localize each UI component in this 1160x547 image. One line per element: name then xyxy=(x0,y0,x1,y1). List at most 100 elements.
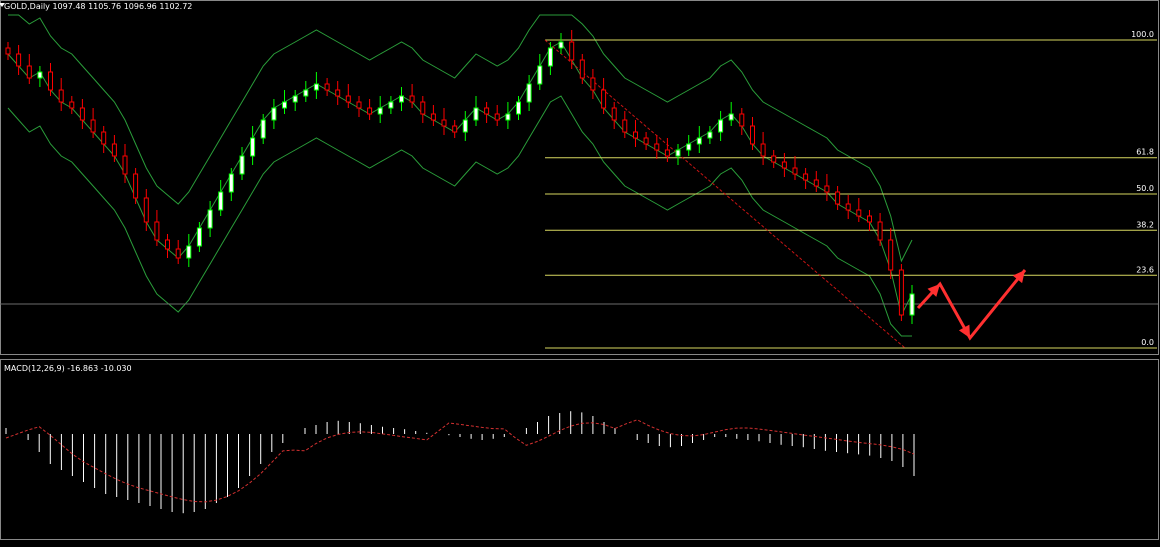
candle-body xyxy=(37,71,43,79)
macd-label: MACD(12,26,9) -16.863 -10.030 xyxy=(4,364,132,373)
candle xyxy=(250,126,256,165)
candle-body xyxy=(611,107,617,121)
candle xyxy=(5,42,11,60)
candle xyxy=(569,30,575,69)
candle-body xyxy=(388,101,394,109)
candle-body xyxy=(505,113,511,121)
candle-body xyxy=(867,215,872,223)
candle xyxy=(898,264,904,321)
bollinger-bands xyxy=(7,14,913,337)
candle-body xyxy=(303,89,309,97)
candle-body xyxy=(345,95,351,103)
candle-body xyxy=(771,155,777,163)
candle-body xyxy=(430,113,436,121)
dropdown-triangle-icon[interactable] xyxy=(0,3,5,7)
candle-body xyxy=(143,197,149,223)
bollinger-upper-line xyxy=(8,14,913,263)
candle xyxy=(175,240,181,264)
candle-body xyxy=(516,101,521,115)
price-pane[interactable]: 100.0 61.8 50.0 38.2 23.6 0.0 GOLD,Daily 1097… xyxy=(0,0,1159,355)
candle xyxy=(441,108,447,135)
candle xyxy=(430,105,436,126)
candle-body xyxy=(356,101,362,109)
candle-body xyxy=(654,143,660,151)
candle-body xyxy=(707,131,713,139)
candle xyxy=(282,90,287,114)
candle xyxy=(664,138,670,162)
macd-histogram xyxy=(5,411,915,514)
candle-body xyxy=(79,107,85,121)
candle-body xyxy=(90,119,96,133)
candle xyxy=(696,126,702,153)
candle xyxy=(399,87,404,111)
candle xyxy=(643,132,649,150)
candle xyxy=(367,99,373,120)
candle-body xyxy=(856,209,862,217)
price-pane-border xyxy=(0,0,1159,355)
candle-body xyxy=(750,125,755,145)
candle xyxy=(37,66,43,87)
forecast-arrows xyxy=(916,269,1027,341)
fib-label-50.0: 50.0 xyxy=(1136,184,1154,193)
candle-body xyxy=(271,107,277,121)
candle-body xyxy=(835,191,841,205)
fibonacci-levels: 100.0 61.8 50.0 38.2 23.6 0.0 xyxy=(545,30,1157,349)
candle xyxy=(558,33,564,54)
fib-label-61.8: 61.8 xyxy=(1136,148,1154,157)
macd-signal-line xyxy=(5,419,915,503)
candle xyxy=(633,120,638,147)
candle-body xyxy=(909,293,915,316)
candle-body xyxy=(260,119,266,139)
candle-body xyxy=(473,107,479,121)
candle-body xyxy=(792,167,798,175)
candle-body xyxy=(367,107,373,115)
candle-body xyxy=(622,119,628,133)
candle-body xyxy=(462,119,468,133)
candle xyxy=(547,42,553,75)
candle-body xyxy=(877,221,883,241)
candle-body xyxy=(16,53,22,67)
candle-body xyxy=(111,143,117,157)
macd-pane[interactable]: MACD(12,26,9) -16.863 -10.030 xyxy=(0,359,1159,540)
candle-body xyxy=(739,113,745,127)
candle-body xyxy=(686,143,692,151)
candle xyxy=(867,210,872,231)
candle xyxy=(516,96,521,120)
candle-body xyxy=(26,65,32,79)
candle xyxy=(133,168,139,204)
candle-body xyxy=(579,59,585,79)
time-axis-strip xyxy=(0,541,1160,547)
fib-label-23.6: 23.6 xyxy=(1136,265,1154,274)
candle xyxy=(792,156,798,180)
candlesticks xyxy=(5,30,915,324)
candle-body xyxy=(526,83,532,103)
candle-body xyxy=(69,101,75,109)
candle xyxy=(186,234,192,267)
candle-body xyxy=(324,83,330,91)
candle-body xyxy=(196,227,202,247)
symbol-info: GOLD,Daily 1097.48 1105.76 1096.96 1102.… xyxy=(4,2,192,11)
candle-body xyxy=(399,95,404,103)
candle xyxy=(579,54,585,84)
candle xyxy=(122,144,128,183)
arrow-head-down xyxy=(958,324,970,338)
candle-body xyxy=(207,209,213,229)
candle xyxy=(90,108,96,138)
candle xyxy=(377,96,383,123)
candle xyxy=(686,135,692,156)
candle-body xyxy=(250,137,256,157)
candle-body xyxy=(484,107,490,115)
candle xyxy=(718,111,724,141)
candle-body xyxy=(643,137,649,145)
candle xyxy=(165,234,170,258)
candle xyxy=(803,168,809,189)
candle-body xyxy=(558,41,564,49)
candle-body xyxy=(781,161,787,169)
candle-body xyxy=(601,89,607,109)
forecast-zigzag-line xyxy=(916,269,1027,341)
fib-label-38.2: 38.2 xyxy=(1136,220,1154,229)
candle-body xyxy=(186,245,192,259)
candle-body xyxy=(228,173,234,193)
candle-body xyxy=(845,203,851,211)
